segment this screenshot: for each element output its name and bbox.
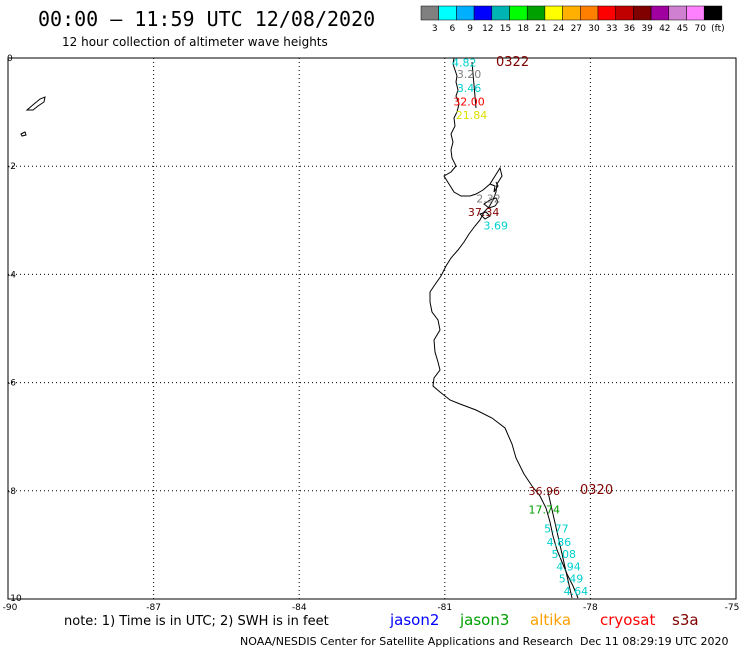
lat-tick-label: -2 bbox=[7, 162, 16, 172]
lat-tick-label: -6 bbox=[7, 379, 16, 389]
pass-time-label-0320: 0320 bbox=[580, 483, 613, 498]
lat-tick-label: -8 bbox=[7, 487, 16, 497]
legend-swatch bbox=[526, 5, 546, 21]
satellite-track-0320 bbox=[547, 491, 573, 599]
wave-height-value: 5.49 bbox=[559, 572, 584, 585]
footer-generated-time: Dec 11 08:29:19 UTC 2020 bbox=[580, 635, 728, 648]
legend-label: 21 bbox=[535, 24, 546, 34]
legend-label: 3 bbox=[432, 24, 438, 34]
legend-swatch bbox=[703, 5, 723, 21]
lat-tick-label: -4 bbox=[7, 270, 16, 280]
guayaquil-inlet bbox=[489, 181, 499, 193]
satellite-legend-s3a: s3a bbox=[672, 611, 699, 629]
satellite-legend-altika: altika bbox=[530, 611, 571, 629]
legend-swatch bbox=[668, 5, 687, 21]
legend-label: 45 bbox=[677, 24, 688, 34]
legend-swatch bbox=[473, 5, 493, 21]
legend-label: (ft) bbox=[711, 24, 725, 34]
satellite-legend-cryosat: cryosat bbox=[600, 611, 655, 629]
axis-tick-labels: -90 -87 -84 -81 -78 -75 0 -2 -4 -6 -8 -10 bbox=[3, 54, 740, 613]
galapagos-small-island bbox=[20, 131, 27, 137]
satellite-track-0322 bbox=[471, 61, 477, 109]
wave-height-value: 37.34 bbox=[468, 206, 500, 219]
wave-height-value: 4.86 bbox=[547, 536, 572, 549]
legend-swatch bbox=[544, 5, 563, 21]
legend-swatch bbox=[562, 5, 581, 21]
wave-height-value: 36.96 bbox=[529, 485, 561, 498]
legend-swatch bbox=[615, 5, 634, 21]
coastline-ecuador-peru bbox=[429, 57, 579, 599]
legend-swatch bbox=[509, 5, 528, 21]
wave-height-value: 4.64 bbox=[564, 585, 589, 598]
legend-swatch bbox=[650, 5, 670, 21]
footer-note: note: 1) Time is in UTC; 2) SWH is in fe… bbox=[64, 614, 329, 629]
wave-height-value: 5.08 bbox=[551, 548, 576, 561]
lon-tick-label: -87 bbox=[146, 603, 161, 613]
legend-swatch bbox=[438, 5, 457, 21]
legend-label: 36 bbox=[624, 24, 636, 34]
wave-height-value: 5.77 bbox=[544, 523, 569, 536]
puna-island bbox=[483, 197, 499, 209]
lon-tick-label: -84 bbox=[292, 603, 307, 613]
lon-tick-label: -90 bbox=[3, 603, 18, 613]
wave-height-value: 3.46 bbox=[457, 82, 482, 95]
legend-swatch bbox=[580, 5, 599, 21]
legend-swatch bbox=[686, 5, 705, 21]
wave-height-value: 2.32 bbox=[476, 193, 501, 206]
wave-height-color-legend: 3 6 9 12 15 18 21 24 27 30 33 36 39 42 45 70 (ft) bbox=[420, 5, 725, 34]
map-title: 00:00 – 11:59 UTC 12/08/2020 bbox=[38, 7, 375, 31]
pass-time-label-0322: 0322 bbox=[496, 55, 529, 70]
satellite-legend-jason3: jason3 bbox=[459, 611, 509, 629]
legend-label: 30 bbox=[588, 24, 600, 34]
satellite-legend-jason2: jason2 bbox=[389, 611, 439, 629]
wave-height-value: 4.82 bbox=[452, 56, 477, 69]
legend-label: 24 bbox=[553, 24, 565, 34]
lat-lon-grid bbox=[8, 58, 736, 599]
legend-swatch bbox=[597, 5, 616, 21]
legend-label: 27 bbox=[571, 24, 582, 34]
wave-height-value: 3.20 bbox=[457, 68, 482, 81]
map-subtitle: 12 hour collection of altimeter wave hei… bbox=[62, 35, 328, 49]
wave-height-value: 32.00 bbox=[453, 95, 485, 108]
wave-height-value: 21.84 bbox=[456, 109, 488, 122]
legend-label: 70 bbox=[694, 24, 706, 34]
galapagos-isabela-island bbox=[25, 96, 46, 111]
legend-label: 39 bbox=[641, 24, 653, 34]
footer-credit: NOAA/NESDIS Center for Satellite Applica… bbox=[240, 635, 573, 648]
legend-swatch bbox=[420, 5, 439, 21]
legend-swatch bbox=[456, 5, 475, 21]
lon-tick-label: -81 bbox=[437, 603, 452, 613]
map-frame bbox=[7, 57, 737, 600]
lon-tick-label: -78 bbox=[583, 603, 598, 613]
lon-tick-label: -75 bbox=[725, 603, 740, 613]
legend-swatch bbox=[633, 5, 652, 21]
wave-height-value: 3.69 bbox=[484, 220, 509, 233]
legend-label: 42 bbox=[659, 24, 670, 34]
lat-tick-label: 0 bbox=[7, 54, 13, 64]
lat-tick-label: -10 bbox=[7, 594, 22, 604]
wave-height-value: 17.74 bbox=[529, 504, 561, 517]
wave-height-value: 4.94 bbox=[556, 561, 581, 574]
legend-label: 33 bbox=[606, 24, 617, 34]
legend-label: 6 bbox=[450, 24, 456, 34]
santa-clara-island bbox=[479, 211, 491, 220]
legend-label: 15 bbox=[500, 24, 511, 34]
legend-label: 18 bbox=[517, 24, 529, 34]
legend-label: 9 bbox=[467, 24, 473, 34]
legend-swatch bbox=[491, 5, 510, 21]
legend-label: 12 bbox=[482, 24, 493, 34]
